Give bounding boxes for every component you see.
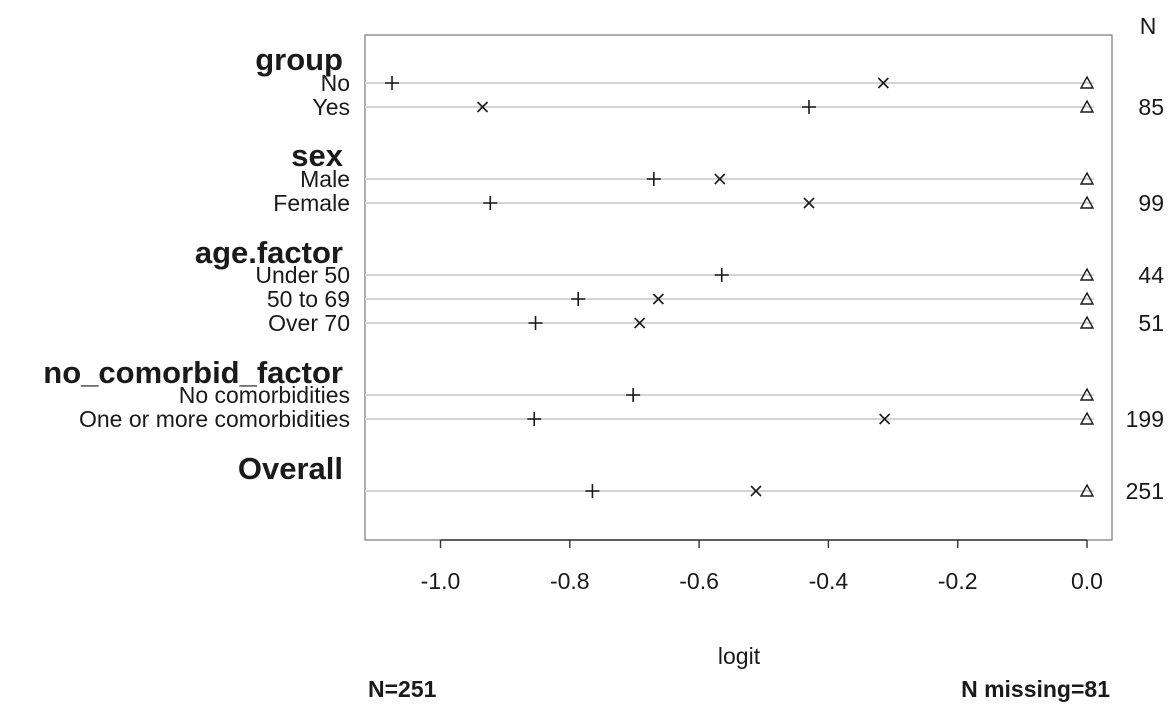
triangle-marker — [1079, 315, 1095, 329]
cross-marker — [879, 413, 891, 425]
triangle-marker — [1079, 483, 1095, 497]
row-n-count: 51 — [1138, 310, 1164, 336]
plus-marker — [585, 484, 600, 498]
x-tick-label: -0.8 — [550, 568, 590, 594]
cross-marker — [714, 173, 726, 185]
plus-marker — [646, 172, 661, 186]
row-n-count: 99 — [1138, 190, 1164, 216]
row-n-count: 251 — [1126, 478, 1164, 504]
triangle-marker — [1079, 171, 1095, 185]
cross-marker — [877, 77, 889, 89]
cross-marker — [750, 485, 762, 497]
footer-n-missing: N missing=81 — [961, 676, 1110, 702]
row-label: Female — [273, 190, 350, 216]
x-tick-label: -0.4 — [809, 568, 849, 594]
plot-frame — [364, 34, 1113, 541]
x-tick-label: -0.6 — [679, 568, 719, 594]
triangle-marker — [1079, 267, 1095, 281]
x-axis: -1.0 -0.8 -0.6 -0.4 -0.2 0.0 — [421, 539, 1103, 594]
triangle-marker — [1079, 411, 1095, 425]
row-n-count: 85 — [1138, 94, 1164, 120]
row-label: Under 50 — [255, 262, 350, 288]
cross-marker — [803, 197, 815, 209]
plus-marker — [571, 292, 586, 306]
plus-marker — [528, 316, 543, 330]
triangle-marker — [1079, 195, 1095, 209]
x-axis-label: logit — [718, 643, 761, 669]
group-title: sex — [291, 138, 343, 173]
cross-marker — [634, 317, 646, 329]
plus-marker — [527, 412, 542, 426]
footer-n-total: N=251 — [368, 676, 437, 702]
row-n-count: 44 — [1138, 262, 1164, 288]
group-title: no_comorbid_factor — [43, 355, 343, 390]
plus-marker — [802, 100, 817, 114]
x-tick-label: -1.0 — [421, 568, 461, 594]
plus-marker — [714, 268, 729, 282]
n-column-header: N — [1140, 13, 1157, 39]
row-lines-and-markers — [365, 75, 1095, 498]
row-n-count: 199 — [1126, 406, 1164, 432]
cross-marker — [652, 293, 664, 305]
cross-marker — [476, 101, 489, 113]
x-tick-label: -0.2 — [938, 568, 978, 594]
row-label: Over 70 — [268, 310, 350, 336]
x-tick-label: 0.0 — [1071, 568, 1103, 594]
row-label: One or more comorbidities — [79, 406, 350, 432]
row-label: 50 to 69 — [267, 286, 350, 312]
plus-marker — [483, 196, 498, 210]
row-label: Male — [300, 166, 350, 192]
triangle-marker — [1079, 75, 1095, 89]
row-label: No — [321, 70, 350, 96]
row-label: Yes — [312, 94, 350, 120]
triangle-marker — [1079, 99, 1095, 113]
plus-marker — [626, 388, 641, 402]
group-title: Overall — [238, 451, 343, 486]
group-title: age.factor — [195, 235, 343, 270]
plus-marker — [385, 76, 400, 90]
triangle-marker — [1079, 387, 1095, 401]
group-title: group — [255, 42, 343, 77]
triangle-marker — [1079, 291, 1095, 305]
row-label: No comorbidities — [179, 382, 350, 408]
